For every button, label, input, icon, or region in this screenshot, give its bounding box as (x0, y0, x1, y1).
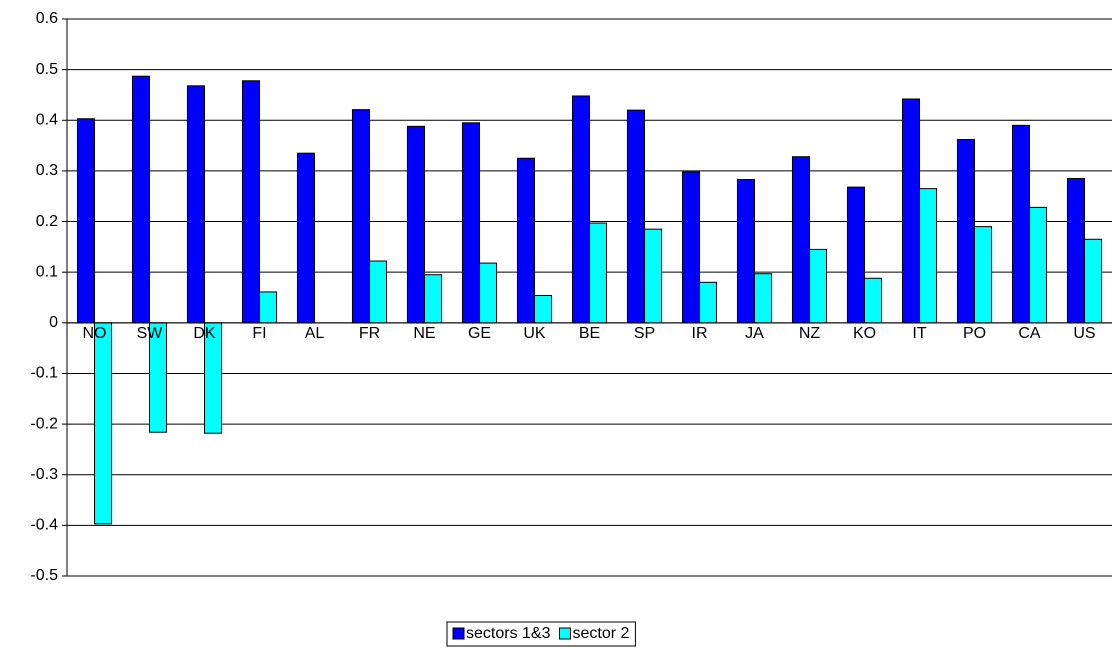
bar (186, 85, 205, 324)
y-tick-label: 0.4 (36, 111, 58, 128)
x-tick-label: AL (305, 325, 325, 342)
bar (534, 294, 553, 324)
y-tick-label: -0.1 (30, 365, 58, 382)
bar (351, 109, 371, 324)
y-tick-label: -0.2 (30, 415, 58, 432)
bar (1029, 206, 1048, 324)
bar (809, 248, 828, 324)
bar (919, 188, 938, 324)
bar (791, 156, 811, 324)
bar (369, 260, 388, 324)
y-tick-label: 0.1 (36, 263, 58, 280)
bar (1066, 178, 1085, 324)
legend-label: sectors 1&3 (466, 625, 551, 642)
bar (974, 226, 993, 324)
bar (681, 171, 701, 324)
x-tick-label: SP (634, 325, 655, 342)
legend-swatch (558, 627, 571, 640)
legend-label: sector 2 (572, 625, 629, 642)
x-tick-label: SW (137, 325, 164, 342)
y-tick-label: -0.4 (30, 517, 58, 534)
x-tick-label: NZ (799, 325, 821, 342)
x-tick-label: IR (692, 325, 708, 342)
bar (94, 322, 113, 525)
bar (424, 274, 443, 324)
legend-swatch (452, 627, 465, 640)
bar (956, 139, 976, 324)
bar (736, 179, 756, 324)
bar (131, 75, 150, 324)
bar (589, 222, 608, 324)
bar (846, 186, 866, 324)
bar (1084, 238, 1103, 324)
bar (626, 109, 646, 324)
y-tick-label: -0.3 (30, 466, 58, 483)
x-tick-label: DK (193, 325, 216, 342)
x-tick-label: JA (745, 325, 764, 342)
x-tick-label: PO (963, 325, 986, 342)
bar (516, 157, 536, 324)
y-tick-label: -0.5 (30, 567, 58, 584)
y-tick-label: 0.5 (36, 61, 58, 78)
y-tick-label: 0 (49, 314, 58, 331)
bar (644, 228, 663, 324)
bar (699, 281, 718, 324)
x-tick-label: BE (579, 325, 600, 342)
x-tick-label: KO (853, 325, 876, 342)
bar (864, 277, 883, 324)
bar (461, 122, 481, 324)
x-tick-label: GE (468, 325, 491, 342)
y-tick-label: 0.3 (36, 162, 58, 179)
legend-box (446, 621, 636, 647)
x-tick-label: US (1073, 325, 1095, 342)
x-tick-label: FI (252, 325, 266, 342)
bar (259, 291, 278, 324)
x-tick-label: NO (83, 325, 107, 342)
bar (1011, 124, 1031, 324)
bar (901, 98, 921, 324)
bar (571, 95, 591, 324)
bar (76, 118, 95, 324)
bar (241, 80, 260, 324)
x-tick-label: CA (1018, 325, 1041, 342)
x-tick-label: UK (523, 325, 546, 342)
x-tick-label: FR (359, 325, 380, 342)
x-tick-label: IT (912, 325, 926, 342)
x-tick-label: NE (413, 325, 435, 342)
y-tick-label: 0.6 (36, 10, 58, 27)
bar (754, 273, 773, 324)
y-tick-label: 0.2 (36, 213, 58, 230)
bar (296, 152, 316, 324)
bar (406, 125, 426, 324)
bar (479, 262, 498, 324)
legend: sectors 1&3 sector 2 (446, 621, 636, 647)
